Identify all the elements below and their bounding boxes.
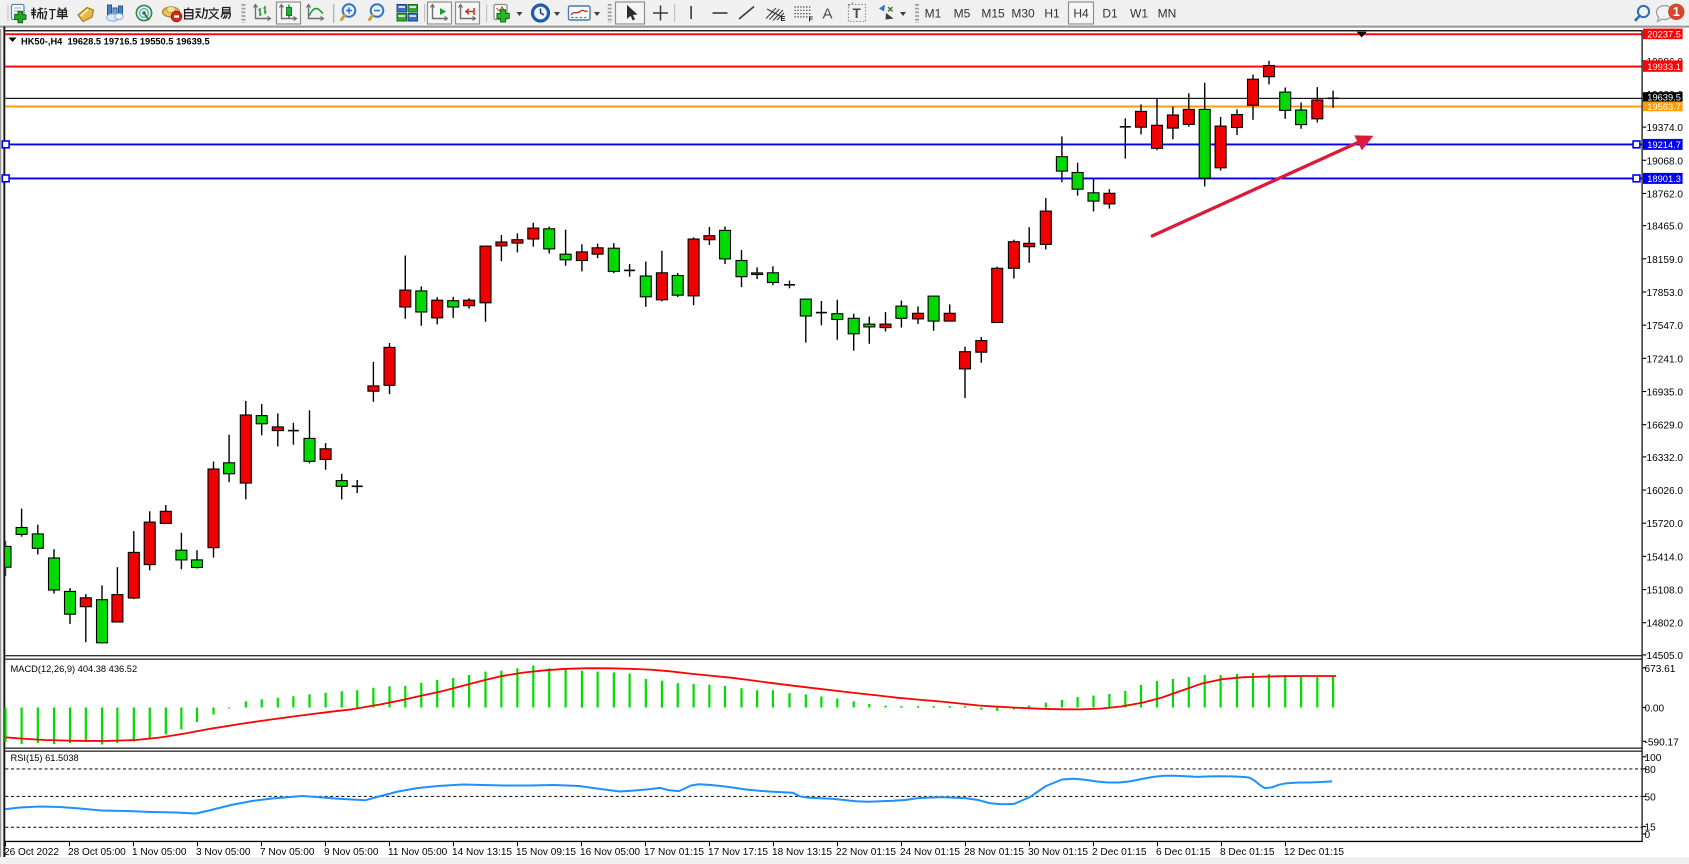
svg-text:12 Dec 01:15: 12 Dec 01:15 — [1284, 847, 1344, 858]
svg-text:A: A — [823, 6, 833, 23]
svg-text:11 Nov 05:00: 11 Nov 05:00 — [388, 847, 448, 858]
svg-text:17241.0: 17241.0 — [1647, 354, 1684, 365]
svg-text:50: 50 — [1645, 792, 1657, 803]
svg-text:M5: M5 — [954, 7, 971, 21]
svg-text:18 Nov 13:15: 18 Nov 13:15 — [772, 847, 832, 858]
svg-text:16332.0: 16332.0 — [1647, 453, 1684, 464]
svg-text:673.61: 673.61 — [1645, 664, 1676, 675]
svg-text:M30: M30 — [1011, 7, 1035, 21]
svg-text:15414.0: 15414.0 — [1647, 552, 1684, 563]
svg-text:20237.5: 20237.5 — [1647, 30, 1681, 40]
svg-text:RSI(15) 61.5038: RSI(15) 61.5038 — [11, 753, 79, 763]
svg-text:24 Nov 01:15: 24 Nov 01:15 — [900, 847, 960, 858]
svg-text:19214.7: 19214.7 — [1647, 140, 1681, 150]
svg-text:19068.0: 19068.0 — [1647, 156, 1684, 167]
svg-text:14 Nov 13:15: 14 Nov 13:15 — [452, 847, 512, 858]
svg-text:19374.0: 19374.0 — [1647, 123, 1684, 134]
svg-text:15720.0: 15720.0 — [1647, 519, 1684, 530]
svg-text:100: 100 — [1645, 753, 1662, 764]
svg-text:14802.0: 14802.0 — [1647, 619, 1684, 630]
svg-text:19933.1: 19933.1 — [1647, 62, 1681, 72]
svg-text:0.00: 0.00 — [1645, 704, 1665, 715]
svg-text:E: E — [781, 14, 786, 23]
svg-text:19563.7: 19563.7 — [1647, 102, 1681, 112]
svg-text:16 Nov 05:00: 16 Nov 05:00 — [580, 847, 640, 858]
svg-text:H1: H1 — [1044, 7, 1060, 21]
svg-text:30 Nov 01:15: 30 Nov 01:15 — [1028, 847, 1088, 858]
svg-text:F: F — [809, 15, 814, 24]
svg-text:MACD(12,26,9) 404.38 436.52: MACD(12,26,9) 404.38 436.52 — [11, 664, 138, 674]
svg-text:17547.0: 17547.0 — [1647, 321, 1684, 332]
svg-text:H4: H4 — [1073, 7, 1089, 21]
svg-text:15: 15 — [1645, 823, 1657, 834]
svg-text:17 Nov 01:15: 17 Nov 01:15 — [644, 847, 704, 858]
svg-text:16935.0: 16935.0 — [1647, 387, 1684, 398]
svg-text:M1: M1 — [925, 7, 942, 21]
svg-text:9 Nov 05:00: 9 Nov 05:00 — [324, 847, 379, 858]
svg-text:16026.0: 16026.0 — [1647, 486, 1684, 497]
svg-text:1 Nov 05:00: 1 Nov 05:00 — [132, 847, 187, 858]
svg-text:15 Nov 09:15: 15 Nov 09:15 — [516, 847, 576, 858]
svg-text:19639.5: 19639.5 — [1647, 93, 1681, 103]
svg-text:80: 80 — [1645, 765, 1657, 776]
svg-text:18762.0: 18762.0 — [1647, 189, 1684, 200]
svg-text:0: 0 — [1645, 830, 1651, 841]
svg-text:18159.0: 18159.0 — [1647, 255, 1684, 266]
svg-text:16629.0: 16629.0 — [1647, 421, 1684, 432]
svg-text:15108.0: 15108.0 — [1647, 586, 1684, 597]
svg-text:22 Nov 01:15: 22 Nov 01:15 — [836, 847, 896, 858]
svg-text:D1: D1 — [1102, 7, 1118, 21]
svg-text:HK50-,H4 19628.5 19716.5 1955: HK50-,H4 19628.5 19716.5 19550.5 19639.5 — [21, 37, 210, 47]
svg-text:17853.0: 17853.0 — [1647, 288, 1684, 299]
svg-text:-590.17: -590.17 — [1645, 737, 1680, 748]
svg-text:2 Dec 01:15: 2 Dec 01:15 — [1092, 847, 1147, 858]
svg-text:28 Oct 05:00: 28 Oct 05:00 — [68, 847, 126, 858]
svg-text:T: T — [853, 6, 862, 21]
svg-text:3 Nov 05:00: 3 Nov 05:00 — [196, 847, 251, 858]
svg-text:7 Nov 05:00: 7 Nov 05:00 — [260, 847, 315, 858]
svg-text:MN: MN — [1158, 7, 1177, 21]
svg-text:18901.3: 18901.3 — [1647, 174, 1681, 184]
svg-text:1: 1 — [1673, 4, 1680, 19]
svg-text:28 Nov 01:15: 28 Nov 01:15 — [964, 847, 1024, 858]
svg-text:17 Nov 17:15: 17 Nov 17:15 — [708, 847, 768, 858]
svg-text:W1: W1 — [1130, 7, 1148, 21]
svg-text:18465.0: 18465.0 — [1647, 222, 1684, 233]
svg-text:M15: M15 — [981, 7, 1005, 21]
svg-text:8 Dec 01:15: 8 Dec 01:15 — [1220, 847, 1275, 858]
svg-text:6 Dec 01:15: 6 Dec 01:15 — [1156, 847, 1211, 858]
svg-text:26 Oct 2022: 26 Oct 2022 — [4, 847, 59, 858]
svg-text:14505.0: 14505.0 — [1647, 651, 1684, 662]
